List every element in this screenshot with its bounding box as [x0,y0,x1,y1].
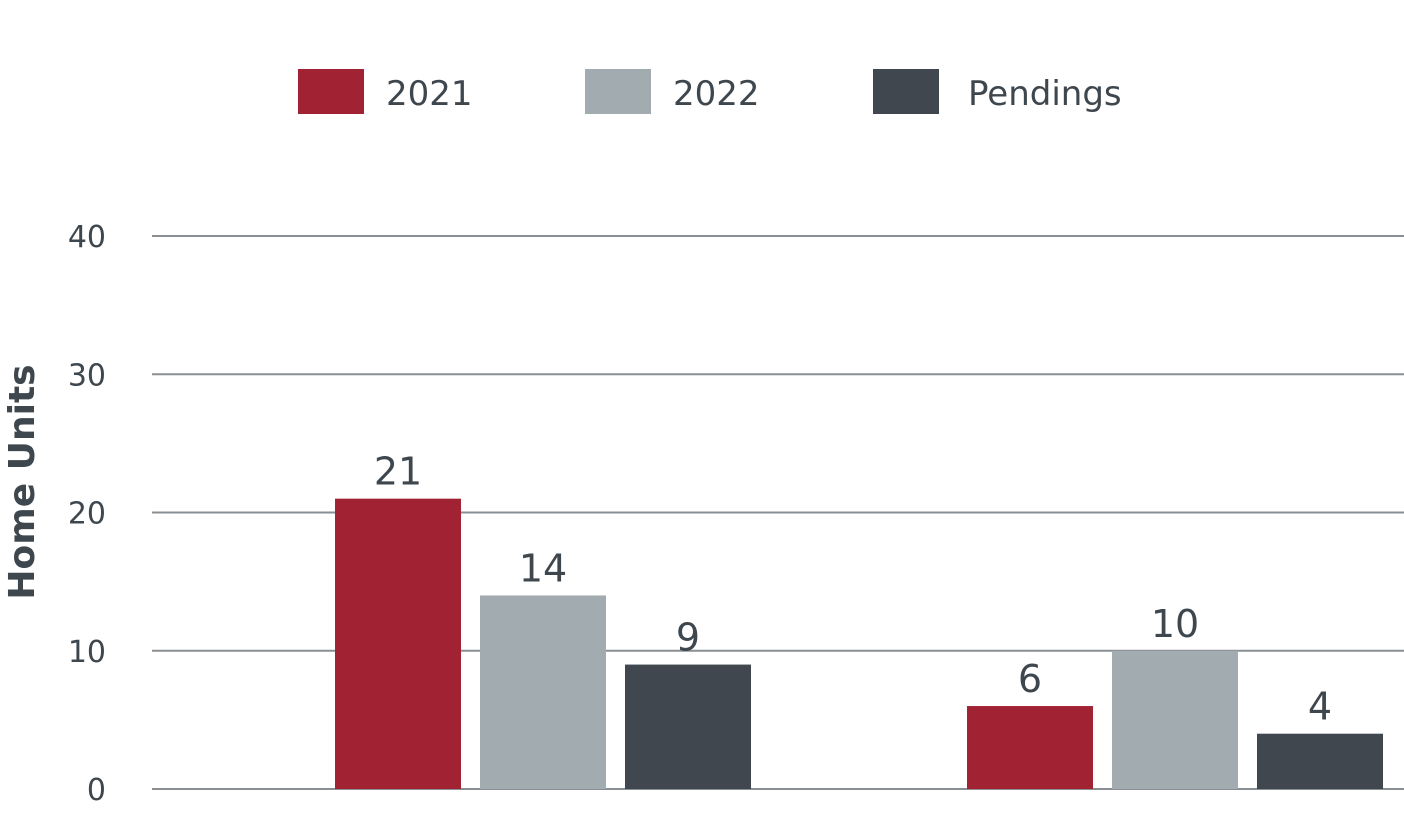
y-tick-label: 30 [68,358,106,393]
legend-swatch-pendings [873,69,939,114]
bar-pendings-group-2 [1257,733,1383,789]
data-label: 14 [519,546,567,590]
legend-swatch-2021 [298,69,364,114]
data-label: 21 [374,450,422,494]
y-tick-label: 40 [68,220,106,255]
y-tick-label: 0 [87,773,106,808]
legend-label: 2022 [673,74,760,114]
bar-2022-group-1 [480,595,606,789]
bar-2021-group-2 [967,706,1093,789]
legend: 2021 2022 Pendings [298,69,1122,114]
data-label: 9 [676,616,700,660]
y-tick-label: 10 [68,635,106,670]
y-axis-title: Home Units [2,364,43,599]
y-tick-label: 20 [68,497,106,532]
bar-pendings-group-1 [625,664,751,789]
data-labels: 21 14 9 6 10 4 [374,450,1332,729]
bars [335,498,1383,789]
bar-2021-group-1 [335,498,461,789]
y-axis-ticks: 0 10 20 30 40 [68,220,106,808]
legend-swatch-2022 [585,69,651,114]
legend-label: Pendings [968,74,1122,114]
bar-2022-group-2 [1112,650,1238,789]
data-label: 6 [1018,657,1042,701]
legend-label: 2021 [386,74,473,114]
data-label: 4 [1308,685,1332,729]
data-label: 10 [1151,602,1199,646]
